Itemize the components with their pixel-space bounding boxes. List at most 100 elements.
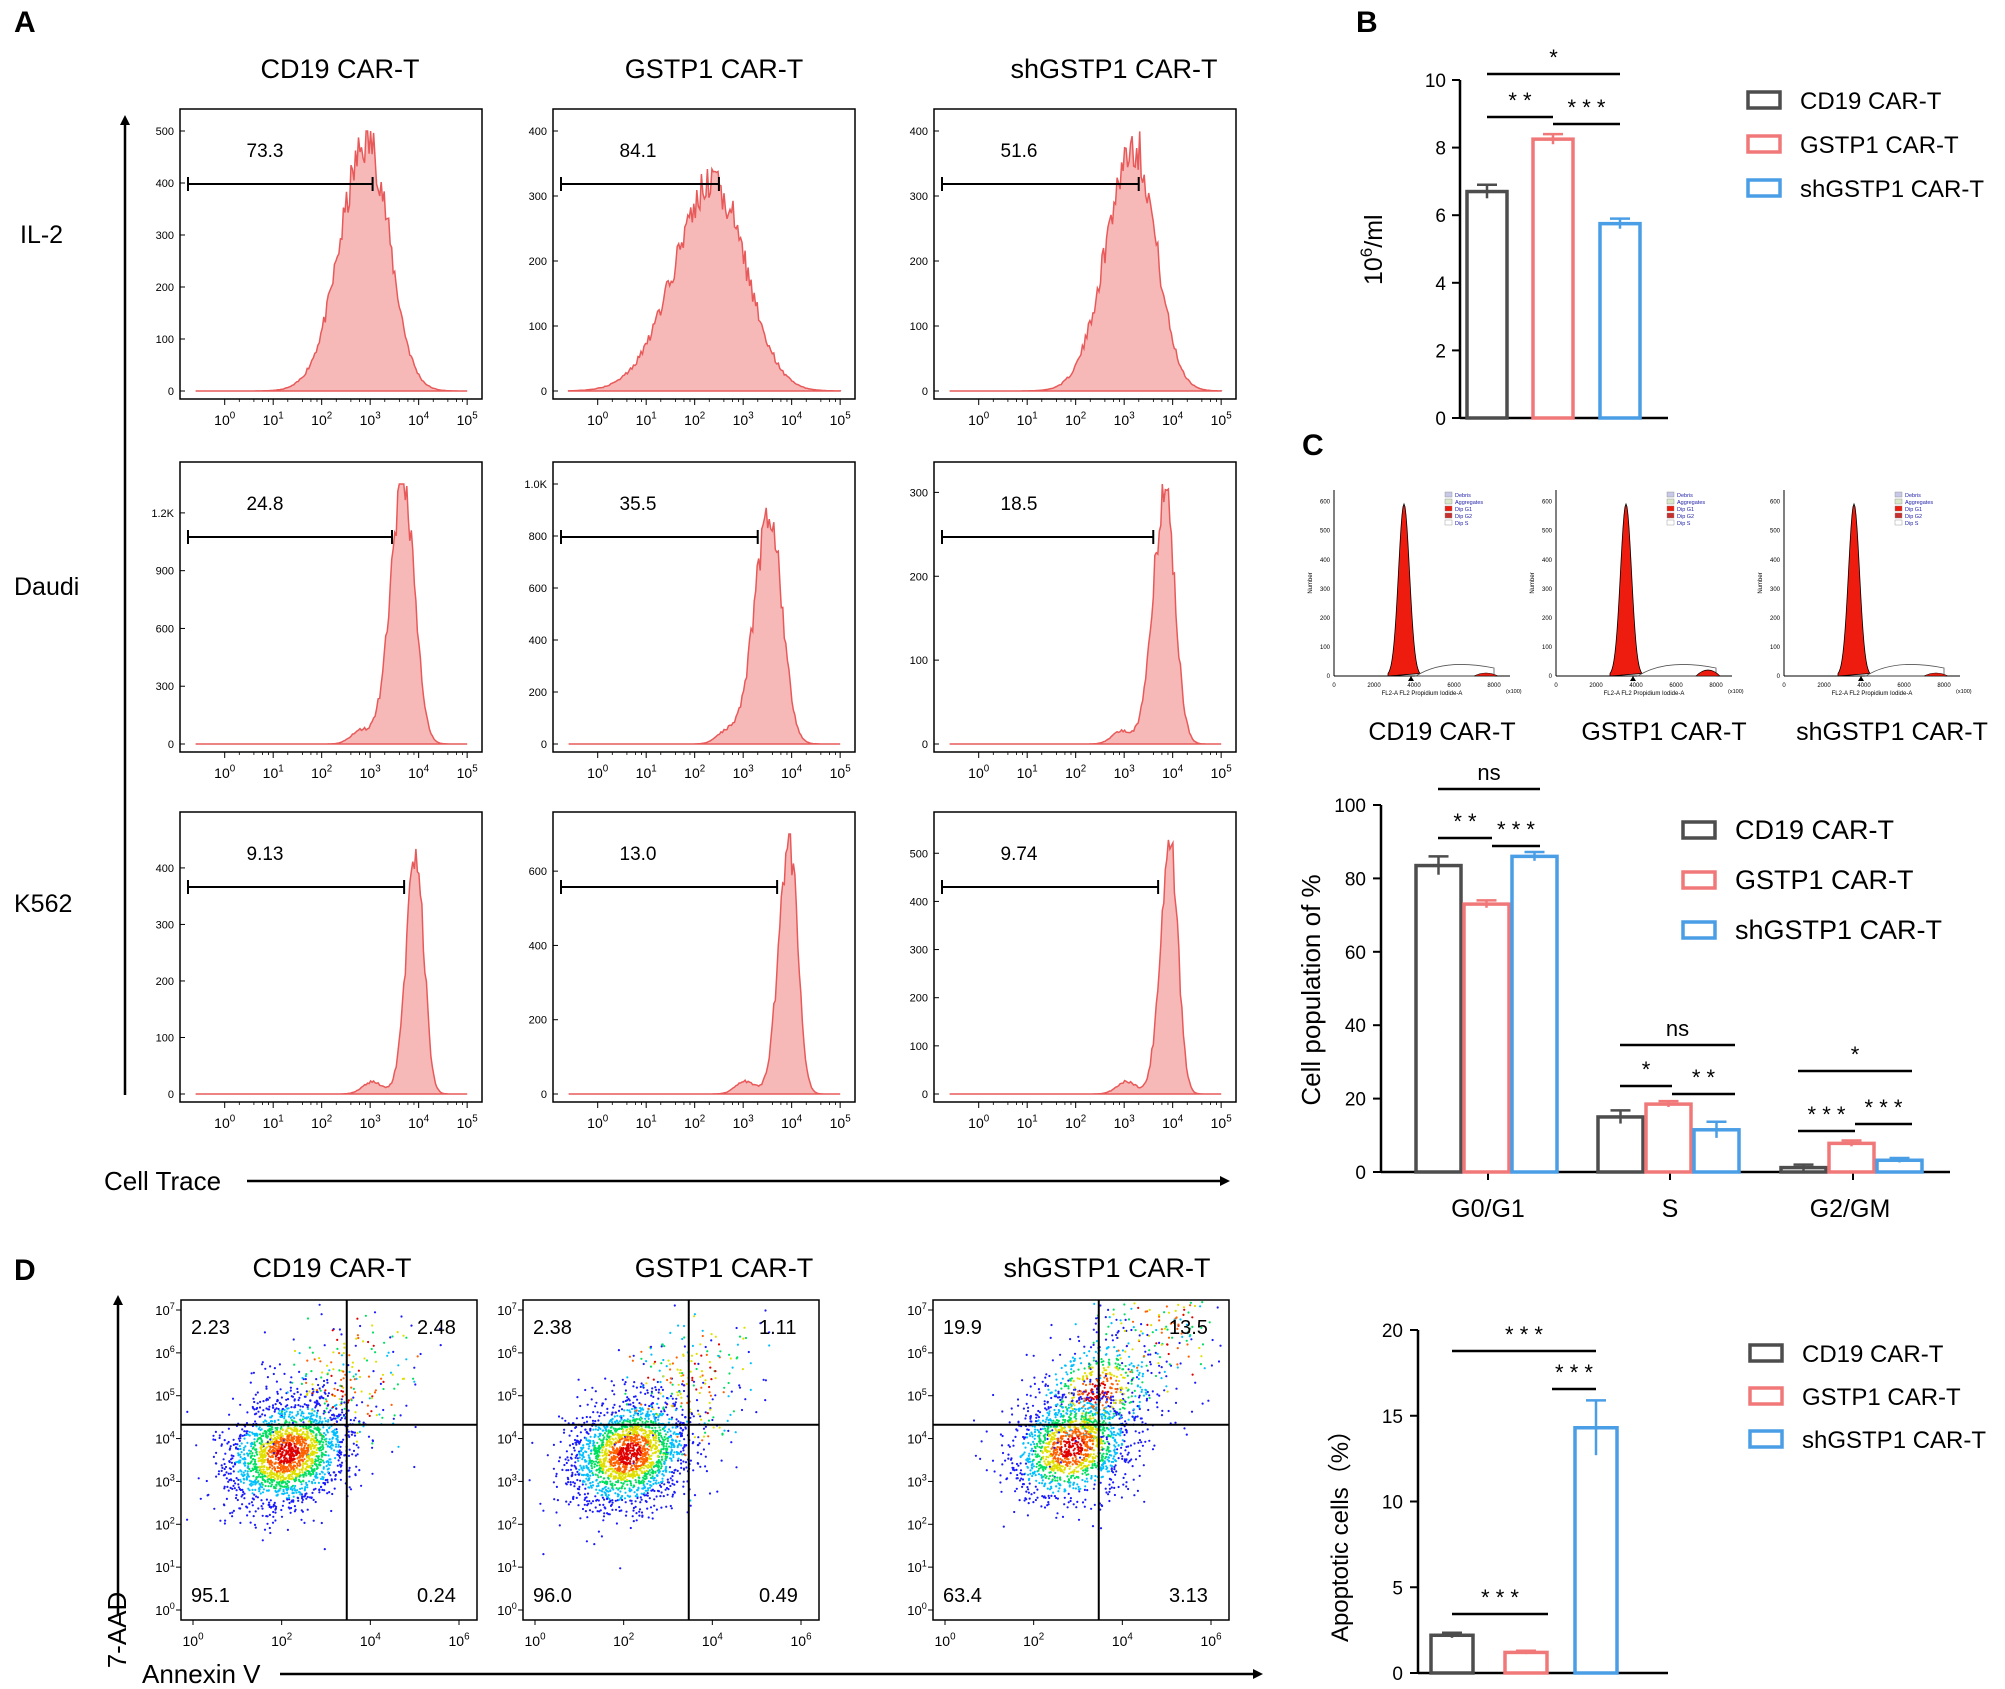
thumb-x-tick: 4000 bbox=[1629, 683, 1643, 689]
event-dot bbox=[590, 1486, 593, 1489]
gate-value: 9.13 bbox=[247, 844, 284, 865]
event-dot bbox=[291, 1447, 294, 1451]
event-dot bbox=[602, 1515, 606, 1518]
y-tick-label: 500 bbox=[156, 126, 174, 138]
event-dot bbox=[358, 1430, 361, 1433]
event-dot bbox=[670, 1404, 673, 1407]
event-dot bbox=[391, 1450, 394, 1453]
event-dot bbox=[246, 1470, 249, 1473]
event-dot bbox=[273, 1504, 276, 1507]
event-dot bbox=[738, 1386, 742, 1389]
event-dot bbox=[623, 1383, 626, 1386]
event-dot bbox=[654, 1429, 657, 1432]
event-dot bbox=[682, 1467, 686, 1470]
event-dot bbox=[646, 1443, 649, 1446]
event-dot bbox=[607, 1487, 610, 1490]
event-dot bbox=[680, 1402, 683, 1405]
event-dot bbox=[268, 1505, 271, 1508]
event-dot bbox=[260, 1465, 263, 1468]
event-dot bbox=[289, 1511, 292, 1514]
event-dot bbox=[681, 1413, 684, 1416]
thumb-y-tick: 300 bbox=[1770, 587, 1781, 593]
event-dot bbox=[275, 1483, 278, 1486]
event-dot bbox=[565, 1500, 568, 1503]
event-dot bbox=[312, 1414, 315, 1417]
event-dot bbox=[195, 1444, 198, 1447]
event-dot bbox=[412, 1377, 415, 1380]
x-tick-label: 102 bbox=[1065, 1114, 1086, 1131]
event-dot bbox=[586, 1475, 590, 1478]
thumb-x-tick: 2000 bbox=[1367, 683, 1381, 689]
event-dot bbox=[259, 1456, 262, 1459]
event-dot bbox=[340, 1354, 344, 1357]
event-dot bbox=[302, 1475, 305, 1478]
event-dot bbox=[340, 1469, 343, 1472]
event-dot bbox=[579, 1440, 582, 1443]
event-dot bbox=[592, 1428, 595, 1431]
event-dot bbox=[251, 1497, 254, 1500]
event-dot bbox=[321, 1459, 324, 1462]
y-tick-label: 0 bbox=[541, 386, 547, 398]
event-dot bbox=[309, 1415, 312, 1418]
thumb-legend-swatch bbox=[1666, 498, 1675, 505]
y-tick-label: 900 bbox=[156, 566, 174, 578]
event-dot bbox=[646, 1457, 649, 1460]
event-dot bbox=[579, 1517, 582, 1520]
event-dot bbox=[221, 1466, 224, 1469]
event-dot bbox=[638, 1468, 642, 1471]
event-dot bbox=[258, 1415, 261, 1418]
event-dot bbox=[682, 1384, 685, 1387]
event-dot bbox=[284, 1467, 288, 1470]
event-dot bbox=[736, 1343, 740, 1346]
event-dot bbox=[608, 1438, 612, 1441]
histogram-frame bbox=[552, 461, 856, 753]
event-dots bbox=[528, 1304, 771, 1570]
event-dot bbox=[371, 1446, 374, 1449]
thumb-x-tick: 2000 bbox=[1589, 683, 1603, 689]
x-tick-label: 103 bbox=[360, 411, 382, 428]
marker-triangle bbox=[1630, 676, 1636, 681]
event-dot bbox=[286, 1404, 289, 1407]
event-dot bbox=[636, 1496, 639, 1500]
event-dot bbox=[661, 1388, 665, 1391]
event-dot bbox=[622, 1414, 625, 1417]
event-dot bbox=[604, 1480, 608, 1483]
event-dot bbox=[285, 1433, 288, 1436]
event-dot bbox=[658, 1443, 661, 1447]
event-dot bbox=[681, 1383, 684, 1386]
event-dot bbox=[288, 1413, 291, 1416]
event-dot bbox=[317, 1383, 320, 1387]
event-dot bbox=[592, 1442, 595, 1445]
event-dot bbox=[227, 1480, 230, 1483]
event-dot bbox=[253, 1400, 256, 1404]
thumb-x-tick: 6000 bbox=[1669, 683, 1683, 689]
event-dot bbox=[569, 1456, 573, 1459]
event-dot bbox=[665, 1505, 668, 1508]
event-dot bbox=[599, 1509, 602, 1512]
event-dot bbox=[627, 1442, 630, 1445]
event-dot bbox=[571, 1442, 575, 1446]
event-dot bbox=[639, 1444, 642, 1447]
thumb-title: GSTP1 CAR-T bbox=[1581, 718, 1746, 746]
event-dot bbox=[692, 1415, 695, 1418]
event-dot bbox=[668, 1418, 671, 1421]
event-dot bbox=[645, 1382, 648, 1385]
event-dot bbox=[727, 1395, 730, 1398]
g1-peak bbox=[1387, 502, 1421, 677]
event-dot bbox=[278, 1409, 281, 1412]
y-tick-label: 6 bbox=[1435, 206, 1446, 227]
event-dot bbox=[292, 1491, 295, 1495]
bar bbox=[1827, 1141, 1876, 1174]
thumb-legend-label: Dip G2 bbox=[1455, 514, 1472, 520]
event-dot bbox=[253, 1408, 256, 1411]
event-dot bbox=[680, 1466, 683, 1469]
event-dot bbox=[595, 1499, 598, 1502]
event-dot bbox=[323, 1409, 326, 1413]
event-dot bbox=[259, 1468, 262, 1471]
event-dot bbox=[283, 1492, 286, 1495]
event-dot bbox=[281, 1434, 284, 1438]
event-dot bbox=[280, 1410, 284, 1413]
event-dot bbox=[231, 1457, 234, 1460]
